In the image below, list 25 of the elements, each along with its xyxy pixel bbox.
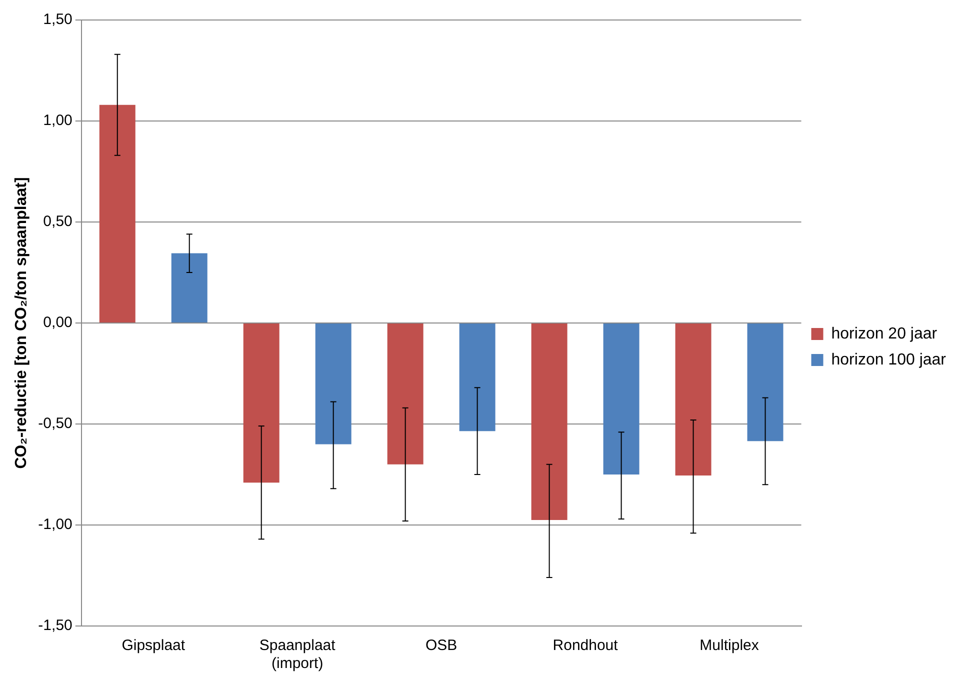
legend-label: horizon 20 jaar	[831, 325, 938, 342]
bar	[747, 324, 784, 442]
bar	[675, 324, 712, 476]
x-tick-label: OSB	[425, 637, 458, 654]
legend-label: horizon 100 jaar	[831, 351, 947, 368]
y-tick-label: -0,50	[38, 415, 72, 432]
y-tick-label: 0,50	[43, 213, 72, 230]
y-tick-label: 0,00	[43, 314, 72, 332]
bar	[171, 253, 208, 322]
bar	[243, 324, 280, 483]
x-tick-label: Multiplex	[700, 637, 760, 654]
x-tick-label: Spaanplaat (import)	[259, 637, 336, 672]
y-tick-label: -1,00	[38, 516, 72, 534]
y-tick-label: -1,50	[38, 617, 72, 634]
y-axis-title: CO₂-reductie [ton CO₂/ton spaanplaat]	[13, 177, 30, 469]
x-tick-label: Rondhout	[552, 637, 619, 654]
bar	[603, 324, 640, 474]
bar	[315, 324, 352, 444]
bar	[387, 324, 424, 464]
bar	[99, 104, 136, 322]
bar	[531, 324, 568, 520]
y-tick-label: 1,00	[43, 112, 72, 130]
bar	[459, 324, 496, 432]
y-tick-label: 1,50	[43, 11, 72, 28]
x-tick-label: Gipsplaat	[122, 637, 186, 654]
